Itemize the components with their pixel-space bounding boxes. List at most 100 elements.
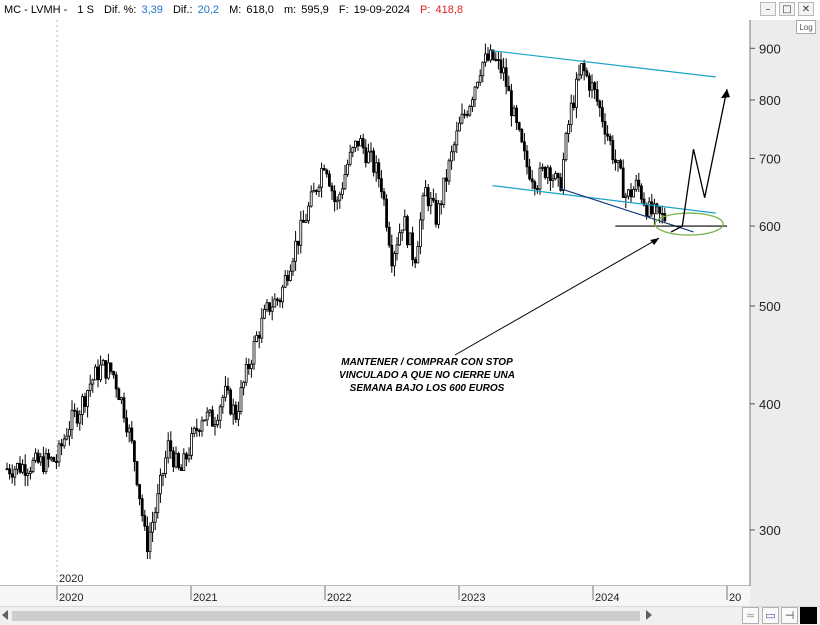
candle-body (268, 302, 272, 312)
candle-body (603, 121, 607, 135)
candle-body (538, 167, 542, 190)
candle-body (117, 388, 121, 401)
candle-body (614, 159, 617, 163)
candle-body (177, 453, 181, 469)
candle-body (520, 129, 524, 143)
period-label: 1 S (77, 4, 94, 16)
candle-body (314, 190, 318, 192)
candle-body (632, 189, 635, 198)
candle-body (36, 452, 40, 463)
price-label: P: (420, 4, 431, 16)
candle-body (502, 67, 506, 74)
max-label: M: (229, 4, 242, 16)
candle-body (611, 140, 615, 161)
candle-body (55, 461, 58, 463)
title-bar: MC - LVMH - 1 S Dif. %: 3,39 Dif.: 20,2 … (0, 0, 820, 20)
dif-value: 20,2 (197, 4, 219, 16)
annotation-arrowhead (650, 238, 660, 246)
candle-body (377, 162, 381, 180)
candle-body (39, 456, 43, 463)
candle-body (359, 138, 363, 147)
candle-body (395, 244, 399, 254)
candle-body (257, 335, 261, 339)
candle-body (582, 63, 586, 72)
restore-button[interactable]: □ (779, 2, 795, 16)
x-tick-label: 20 (729, 592, 741, 604)
candle-body (244, 364, 248, 383)
candle-body (606, 133, 609, 137)
candle-body (473, 86, 477, 101)
candle-body (549, 167, 552, 181)
time-axis-panel (0, 586, 750, 606)
candle-body (166, 440, 170, 459)
candle-body (317, 186, 321, 192)
candle-body (509, 90, 513, 117)
close-button[interactable]: ✕ (798, 2, 814, 16)
candle-body (382, 191, 386, 200)
candle-body (470, 99, 474, 107)
candle-body (645, 204, 648, 217)
minimize-button[interactable]: – (760, 2, 776, 16)
candle-body (439, 203, 443, 206)
candle-body (525, 150, 529, 168)
scroll-right-arrow-icon[interactable] (646, 610, 652, 620)
candle-body (468, 106, 472, 116)
pin-icon[interactable]: ⊣ (781, 607, 798, 624)
candle-body (327, 173, 331, 187)
annotation-text-line: VINCULADO A QUE NO CIERRE UNA (339, 370, 515, 381)
candle-body (512, 107, 516, 117)
chart-area[interactable]: 300 400 500 600 700 800 900 2020 2021 2022 2023 202… (0, 20, 820, 606)
candle-body (595, 89, 599, 102)
color-swatch-icon[interactable] (800, 607, 817, 624)
candle-body (322, 167, 326, 171)
bottom-toolbar: ≈ ▭ ⊣ (0, 606, 820, 625)
candle-body (486, 53, 490, 61)
candle-body (361, 138, 365, 149)
scroll-left-arrow-icon[interactable] (2, 610, 8, 620)
candle-body (450, 151, 454, 162)
candle-body (403, 216, 407, 231)
candle-body (226, 385, 230, 391)
log-scale-toggle[interactable]: Log (796, 20, 816, 34)
candle-body (507, 85, 511, 92)
candle-body (307, 205, 311, 221)
candle-body (551, 178, 555, 181)
date-label: F: (338, 4, 349, 16)
horizontal-scrollbar-thumb[interactable] (12, 611, 640, 621)
candle-body (88, 383, 92, 391)
candle-body (184, 453, 188, 460)
candle-body (192, 427, 196, 434)
x-tick-label: 2024 (595, 592, 619, 604)
candle-body (593, 82, 596, 90)
candle-body (265, 302, 269, 310)
candle-body (294, 240, 298, 262)
max-value: 618,0 (246, 4, 274, 16)
candle-body (275, 298, 279, 301)
save-icon[interactable]: ▭ (762, 607, 779, 624)
wave-icon[interactable]: ≈ (742, 607, 759, 624)
candle-body (182, 453, 186, 471)
candle-body (408, 232, 412, 246)
candle-body (47, 453, 50, 460)
candle-body (366, 151, 370, 164)
candle-body (333, 190, 337, 203)
candle-body (496, 59, 500, 61)
candle-body (460, 113, 464, 124)
candle-body (62, 438, 66, 447)
candle-body (338, 193, 342, 201)
candle-body (234, 404, 238, 420)
candle-body (195, 427, 199, 431)
candle-body (104, 360, 108, 379)
annotation-arrow (454, 237, 660, 356)
candle-body (13, 468, 17, 478)
candle-body (536, 188, 539, 190)
candle-body (416, 246, 420, 264)
candle-body (34, 452, 37, 461)
candle-body (340, 188, 344, 195)
candle-body (281, 286, 285, 303)
candle-body (312, 190, 316, 193)
candle-body (99, 364, 102, 381)
candle-body (10, 473, 14, 478)
candle-body (530, 178, 534, 183)
